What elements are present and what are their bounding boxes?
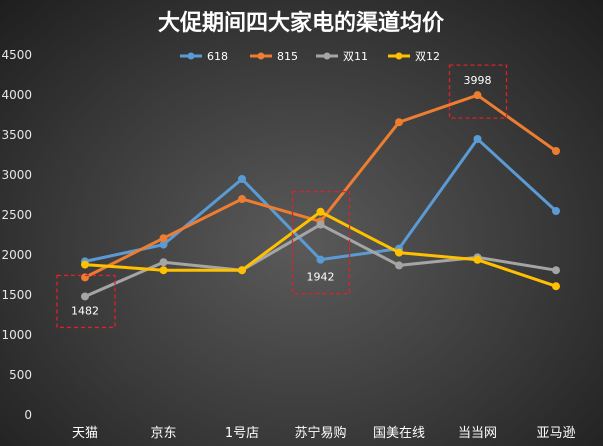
legend-swatch-marker bbox=[395, 52, 403, 60]
data-point bbox=[395, 118, 403, 127]
y-tick-label: 1000 bbox=[1, 328, 32, 342]
y-tick-label: 0 bbox=[24, 408, 32, 422]
data-point bbox=[552, 266, 560, 275]
data-point bbox=[81, 292, 89, 301]
x-axis: 天猫 京东 1号店 苏宁易购 国美在线 当当网 亚马逊 bbox=[72, 425, 576, 441]
series-1 bbox=[81, 91, 560, 282]
data-point bbox=[552, 207, 560, 215]
annotation-box bbox=[448, 64, 508, 119]
annotation-label: 1482 bbox=[71, 304, 99, 317]
legend-label: 双11 bbox=[343, 50, 368, 63]
legend-swatch-marker bbox=[257, 52, 265, 60]
annotation-layer: 1482 1942 3998 bbox=[56, 64, 508, 329]
data-point bbox=[316, 255, 325, 264]
x-tick-label: 亚马逊 bbox=[536, 426, 575, 441]
annotation-box bbox=[56, 274, 116, 329]
y-tick-label: 4000 bbox=[1, 88, 32, 102]
data-point bbox=[159, 240, 168, 249]
data-point bbox=[81, 260, 89, 269]
y-tick-label: 500 bbox=[9, 368, 32, 382]
y-tick-label: 3000 bbox=[1, 168, 32, 182]
chart-title: 大促期间四大家电的渠道均价 bbox=[158, 10, 445, 36]
legend-label: 815 bbox=[277, 50, 298, 63]
data-point bbox=[473, 255, 482, 264]
legend-item: 双12 bbox=[388, 50, 440, 63]
data-point bbox=[552, 282, 560, 291]
data-point bbox=[159, 234, 168, 243]
data-point bbox=[159, 258, 168, 267]
x-tick-label: 京东 bbox=[150, 426, 176, 441]
annotation-label: 3998 bbox=[464, 74, 492, 87]
data-point bbox=[395, 248, 403, 257]
y-tick-label: 4500 bbox=[1, 48, 32, 62]
data-point bbox=[316, 220, 325, 229]
series-0 bbox=[81, 135, 560, 266]
legend: 618 815 双11 双12 bbox=[180, 50, 440, 63]
legend-item: 815 bbox=[250, 50, 298, 63]
x-tick-label: 1号店 bbox=[225, 426, 259, 441]
data-point bbox=[316, 207, 325, 216]
data-point bbox=[395, 261, 403, 270]
data-point bbox=[473, 135, 482, 143]
annotation: 3998 bbox=[448, 64, 508, 119]
data-point bbox=[238, 195, 246, 203]
legend-label: 双12 bbox=[415, 50, 440, 63]
data-point bbox=[473, 91, 482, 100]
series-3 bbox=[81, 207, 560, 291]
legend-swatch-marker bbox=[187, 52, 195, 60]
series-layer bbox=[81, 91, 560, 301]
legend-swatch-marker bbox=[323, 52, 331, 60]
y-tick-label: 3500 bbox=[1, 128, 32, 142]
x-tick-label: 苏宁易购 bbox=[294, 425, 346, 441]
x-tick-label: 当当网 bbox=[458, 426, 497, 441]
x-tick-label: 天猫 bbox=[72, 426, 98, 441]
annotation-label: 1942 bbox=[307, 271, 335, 284]
y-tick-label: 1500 bbox=[1, 288, 32, 302]
data-point bbox=[81, 273, 89, 282]
y-tick-label: 2500 bbox=[1, 208, 32, 222]
data-point bbox=[552, 147, 560, 155]
data-point bbox=[238, 175, 246, 183]
data-point bbox=[159, 266, 168, 275]
series-line bbox=[83, 93, 558, 279]
x-tick-label: 国美在线 bbox=[373, 426, 425, 441]
data-point bbox=[238, 266, 246, 275]
legend-label: 618 bbox=[207, 50, 228, 63]
legend-item: 双11 bbox=[316, 50, 368, 63]
annotation: 1482 bbox=[56, 274, 116, 329]
annotation-box bbox=[291, 190, 351, 295]
legend-item: 618 bbox=[180, 50, 228, 63]
y-tick-label: 2000 bbox=[1, 248, 32, 262]
y-axis: 0 500 1000 1500 2000 2500 3000 3500 4000 4500 bbox=[1, 48, 32, 422]
annotation: 1942 bbox=[291, 190, 351, 295]
